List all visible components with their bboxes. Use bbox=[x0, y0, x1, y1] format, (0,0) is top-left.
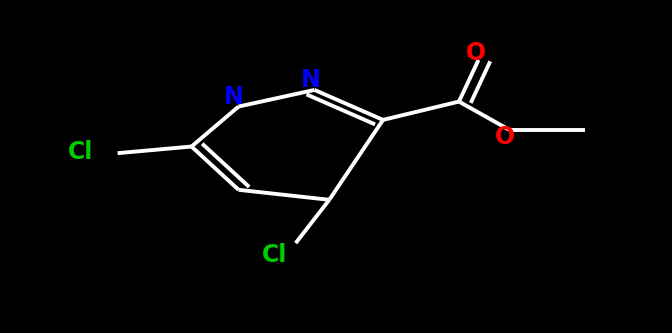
Text: O: O bbox=[466, 41, 486, 65]
Text: N: N bbox=[224, 85, 244, 109]
Text: N: N bbox=[301, 68, 321, 92]
Text: O: O bbox=[495, 125, 515, 149]
Text: Cl: Cl bbox=[68, 140, 93, 164]
Text: Cl: Cl bbox=[261, 243, 287, 267]
